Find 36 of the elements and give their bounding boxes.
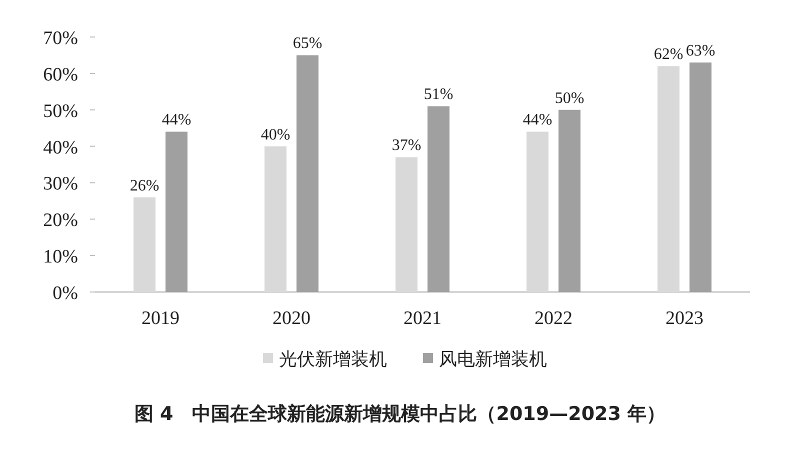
- bar: [428, 106, 450, 292]
- x-tick-label: 2019: [142, 308, 180, 329]
- y-tick-label: 30%: [43, 174, 78, 195]
- data-label: 51%: [424, 86, 454, 104]
- bar: [526, 132, 548, 292]
- data-label: 65%: [292, 35, 322, 52]
- bar: [396, 157, 418, 292]
- x-tick-label: 2023: [666, 308, 704, 329]
- y-tick-label: 0%: [52, 283, 78, 304]
- data-label: 40%: [260, 126, 290, 144]
- x-tick-label: 2020: [272, 308, 310, 329]
- y-tick-label: 60%: [43, 64, 78, 86]
- bar: [558, 110, 580, 292]
- bar: [166, 132, 188, 292]
- y-tick-label: 10%: [43, 246, 78, 268]
- x-tick-label: 2022: [534, 308, 572, 329]
- data-label: 44%: [522, 112, 552, 129]
- legend-label: 光伏新增装机: [279, 349, 387, 370]
- bar: [134, 197, 156, 292]
- y-tick-label: 20%: [43, 210, 78, 232]
- legend-label: 风电新增装机: [439, 349, 547, 370]
- bar: [690, 62, 712, 292]
- text: 图 4 中国在全球新能源新增规模中占比（2019—2023 年）: [134, 403, 666, 425]
- data-label: 50%: [554, 90, 584, 107]
- data-label: 62%: [654, 46, 684, 64]
- bar: [296, 55, 318, 292]
- x-tick-label: 2021: [404, 308, 442, 329]
- y-tick-label: 70%: [43, 28, 78, 49]
- bar: [264, 146, 286, 292]
- data-label: 26%: [130, 177, 160, 194]
- data-label: 44%: [162, 112, 192, 129]
- data-label: 63%: [686, 42, 716, 60]
- y-tick-label: 50%: [43, 100, 78, 122]
- data-label: 37%: [392, 137, 422, 154]
- y-tick-label: 40%: [43, 137, 78, 158]
- bar: [658, 66, 680, 292]
